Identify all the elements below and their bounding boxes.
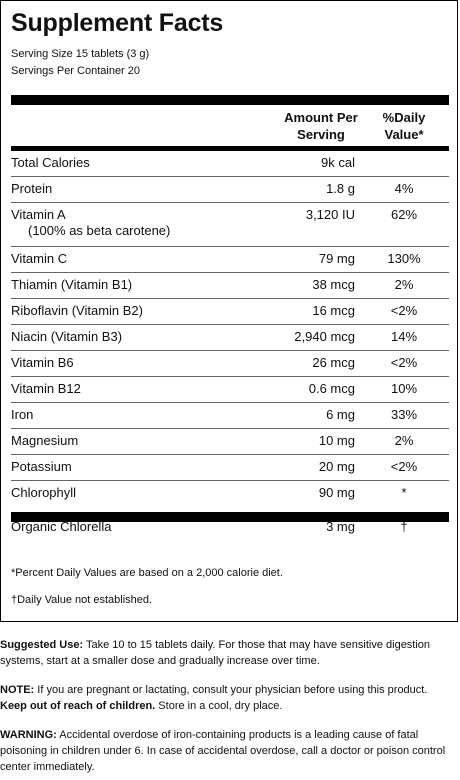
nutrient-name: Vitamin C: [11, 251, 68, 266]
keep-out-of-reach: Keep out of reach of children.: [0, 700, 156, 712]
thick-divider-top: [11, 95, 449, 105]
suggested-use-text: Take 10 to 15 tablets daily. For those t…: [0, 639, 431, 667]
nutrient-row: Vitamin B12 0.6 mcg 10%: [11, 377, 449, 403]
nutrient-row: Vitamin A (100% as beta carotene) 3,120 IU…: [11, 203, 449, 247]
nutrient-row: Total Calories 9k cal: [11, 151, 449, 177]
nutrient-daily-value: 4%: [394, 181, 414, 196]
amount-header-line1: Amount Per: [284, 110, 358, 125]
nutrient-daily-value: 130%: [387, 251, 421, 266]
nutrient-daily-value: <2%: [390, 303, 418, 318]
nutrient-amount: 2,940 mcg: [294, 329, 355, 344]
nutrient-row: Riboflavin (Vitamin B2) 16 mcg <2%: [11, 299, 449, 325]
warning-text: Accidental overdose of iron-containing p…: [0, 729, 446, 773]
nutrient-name: Chlorophyll: [11, 485, 77, 500]
note-label: NOTE:: [0, 684, 35, 696]
nutrient-row: Thiamin (Vitamin B1) 38 mcg 2%: [11, 273, 449, 299]
nutrient-daily-value: <2%: [390, 355, 418, 370]
nutrient-daily-value: 33%: [390, 407, 418, 422]
nutrient-daily-value: 10%: [390, 381, 418, 396]
footnote-percent-dv: *Percent Daily Values are based on a 2,0…: [11, 567, 283, 579]
nutrient-amount: 0.6 mcg: [308, 381, 355, 396]
nutrient-amount: 10 mg: [318, 433, 355, 448]
nutrient-amount: 38 mcg: [312, 277, 355, 292]
nutrient-name: Protein: [11, 181, 53, 196]
storage-text: Store in a cool, dry place.: [155, 700, 283, 712]
nutrient-row: Organic Chlorella 3 mg †: [11, 515, 449, 541]
nutrient-name: Niacin (Vitamin B3): [11, 329, 123, 344]
nutrient-amount: 20 mg: [318, 459, 355, 474]
nutrient-daily-value: 14%: [390, 329, 418, 344]
nutrient-daily-value: <2%: [390, 459, 418, 474]
thick-divider-bottom: [11, 512, 449, 522]
nutrient-name: Thiamin (Vitamin B1): [11, 277, 133, 292]
amount-per-serving-header: Amount Per Serving: [271, 109, 371, 143]
nutrient-amount: 3,120 IU: [305, 207, 355, 222]
suggested-use: Suggested Use: Take 10 to 15 tablets dai…: [0, 637, 452, 669]
nutrient-name: Vitamin B12: [11, 381, 81, 396]
nutrient-name: Vitamin B6: [11, 355, 74, 370]
warning-section: WARNING: Accidental overdose of iron-con…: [0, 727, 452, 775]
note-text: If you are pregnant or lactating, consul…: [34, 684, 428, 696]
supplement-facts-panel: Supplement Facts Serving Size 15 tablets…: [0, 0, 458, 622]
servings-per-container: Servings Per Container 20: [11, 65, 141, 77]
nutrient-amount: 1.8 g: [326, 181, 355, 196]
nutrient-name: Total Calories: [11, 155, 90, 170]
nutrient-row: Vitamin C 79 mg 130%: [11, 247, 449, 273]
nutrient-amount: 3 mg: [326, 519, 355, 534]
nutrient-row: Potassium 20 mg <2%: [11, 455, 449, 481]
nutrient-name: Potassium: [11, 459, 72, 474]
suggested-use-label: Suggested Use:: [0, 639, 84, 651]
nutrient-name: Magnesium: [11, 433, 79, 448]
daily-value-header: %Daily Value*: [369, 109, 439, 143]
nutrient-daily-value: 62%: [390, 207, 418, 222]
nutrient-name: Iron: [11, 407, 34, 422]
nutrient-daily-value: 2%: [394, 433, 414, 448]
nutrient-row: Protein 1.8 g 4%: [11, 177, 449, 203]
warning-label: WARNING:: [0, 729, 57, 741]
nutrient-row: Magnesium 10 mg 2%: [11, 429, 449, 455]
nutrient-amount: 26 mcg: [312, 355, 355, 370]
dv-header-line2: Value*: [384, 127, 424, 142]
thick-divider-header: [11, 146, 449, 151]
nutrient-name: Organic Chlorella: [11, 519, 112, 534]
nutrient-amount: 90 mg: [318, 485, 355, 500]
amount-header-line2: Serving: [297, 127, 345, 142]
nutrient-amount: 79 mg: [318, 251, 355, 266]
nutrient-name: Riboflavin (Vitamin B2): [11, 303, 143, 318]
nutrient-amount: 16 mcg: [312, 303, 355, 318]
panel-title: Supplement Facts: [11, 9, 224, 37]
nutrient-daily-value: *: [401, 485, 407, 500]
nutrient-daily-value: 2%: [394, 277, 414, 292]
nutrient-row: Niacin (Vitamin B3) 2,940 mcg 14%: [11, 325, 449, 351]
nutrient-amount: 9k cal: [321, 155, 355, 170]
nutrient-row: Vitamin B6 26 mcg <2%: [11, 351, 449, 377]
serving-size: Serving Size 15 tablets (3 g): [11, 48, 150, 60]
nutrient-row: Iron 6 mg 33%: [11, 403, 449, 429]
nutrient-daily-value: †: [400, 519, 408, 534]
nutrient-row: Chlorophyll 90 mg *: [11, 481, 449, 512]
note-section: NOTE: If you are pregnant or lactating, …: [0, 682, 452, 714]
nutrient-subtext: (100% as beta carotene): [28, 223, 171, 238]
footnote-dv-not-established: †Daily Value not established.: [11, 594, 153, 606]
dv-header-line1: %Daily: [382, 110, 426, 125]
nutrient-amount: 6 mg: [326, 407, 355, 422]
nutrient-name: Vitamin A: [11, 207, 66, 222]
